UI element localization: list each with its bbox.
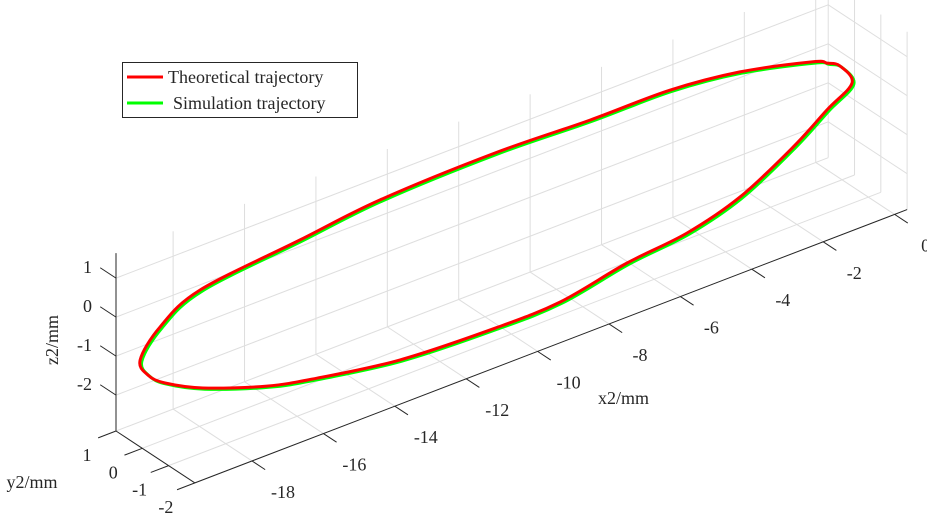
x-tick [465, 378, 480, 388]
floor-gridline-x [815, 162, 895, 215]
x-tick-label: 0 [921, 235, 927, 255]
floor-gridline-x [601, 244, 681, 297]
y-tick-label: -1 [132, 480, 147, 500]
legend: Theoretical trajectory Simulation trajec… [122, 62, 358, 118]
y-tick-label: -2 [158, 497, 173, 514]
legend-label-simulation: Simulation trajectory [173, 93, 325, 113]
y-tick [176, 482, 196, 491]
x-tick [251, 460, 266, 471]
floor-gridline-x [244, 381, 324, 434]
z-tick-label: -2 [77, 374, 92, 394]
z-tick [99, 306, 117, 318]
x-tick [323, 433, 337, 443]
floor-gridline-x [458, 299, 538, 352]
x-tick [822, 241, 837, 251]
x-tick-label: -16 [342, 455, 366, 475]
x-tick-label: -8 [633, 345, 648, 365]
x-tick-label: -12 [485, 400, 509, 420]
z-tick [99, 345, 117, 357]
floor-gridline-x [744, 189, 824, 243]
y-axis-label: y2/mm [6, 472, 57, 492]
x-tick [680, 296, 694, 306]
z-tick-label: 0 [83, 296, 92, 316]
sidewall-gridline-z [827, 121, 908, 175]
sidewall-gridline-z [827, 82, 908, 136]
sidewall-gridline-z [827, 4, 908, 58]
x-tick [894, 213, 909, 224]
backwall-gridline-z [115, 121, 829, 396]
axes [97, 209, 909, 491]
x-tick-label: -6 [704, 318, 719, 338]
floor-gridline-y [115, 157, 829, 432]
trajectories [138, 59, 856, 391]
backwall-gridline-z [115, 4, 829, 279]
legend-box [122, 62, 358, 118]
z-tick [99, 267, 117, 279]
x-axis-label: x2/mm [598, 388, 649, 408]
x-axis-line [194, 209, 908, 484]
y-axis-line [115, 430, 196, 484]
x-tick [394, 405, 409, 416]
y-tick [150, 465, 169, 473]
z-tick-label: -1 [77, 335, 92, 355]
sidewall-gridline-z [827, 43, 908, 97]
x-tick [751, 268, 766, 279]
z-tick [99, 384, 117, 396]
x-tick-label: -14 [414, 427, 438, 447]
x-tick-label: -2 [847, 263, 862, 283]
x-tick-label: -4 [775, 290, 790, 310]
legend-label-theoretical: Theoretical trajectory [168, 67, 323, 87]
x-tick [608, 323, 623, 334]
y-tick [124, 447, 143, 456]
theoretical-trajectory-line [138, 59, 854, 390]
x-tick [537, 350, 552, 361]
z-axis-label: z2/mm [42, 315, 62, 365]
floor-gridline-x [172, 408, 253, 462]
floor-gridline-x [315, 353, 396, 407]
backwall-gridline-z [115, 82, 829, 357]
x-tick-label: -10 [557, 372, 581, 392]
y-tick [97, 430, 117, 439]
x-tick-label: -18 [271, 482, 295, 502]
floor-gridline-x [672, 216, 753, 270]
y-tick-label: 1 [83, 445, 92, 465]
floor-gridline-y [142, 174, 855, 449]
floor-gridline-y [168, 191, 881, 467]
y-tick-label: 0 [109, 462, 118, 482]
z-tick-label: 1 [83, 257, 92, 277]
